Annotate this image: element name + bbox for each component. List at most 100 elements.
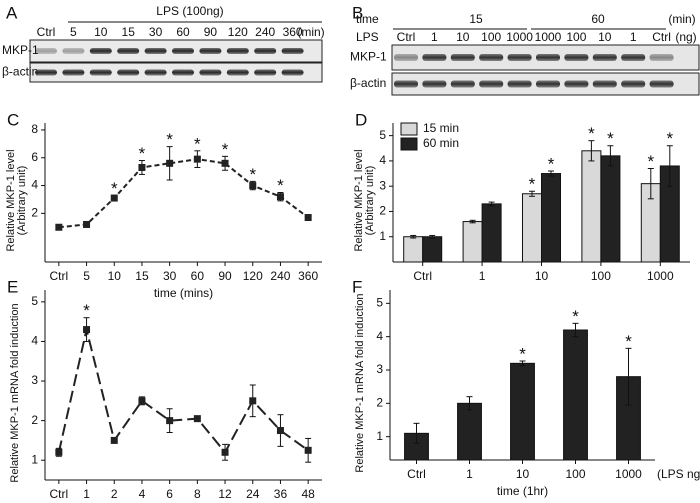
- x-tick-label: 1000: [647, 269, 674, 283]
- band: [621, 80, 646, 88]
- x-tick-label: 1: [479, 269, 486, 283]
- panel-label: D: [355, 110, 367, 129]
- band: [394, 80, 418, 88]
- time-label: time: [356, 12, 379, 26]
- unit-label: (min): [668, 12, 695, 26]
- y-tick-label: 2: [31, 206, 38, 220]
- band: [62, 48, 85, 54]
- band: [199, 48, 222, 54]
- y-tick-label: 4: [31, 178, 38, 192]
- lane-label: 90: [204, 25, 218, 39]
- y-tick-label: 1: [379, 229, 386, 243]
- time-value: 15: [469, 12, 483, 26]
- y-tick-label: 2: [379, 204, 386, 218]
- data-point: [304, 214, 312, 222]
- band: [199, 69, 222, 76]
- x-tick-label: 10: [535, 269, 549, 283]
- band: [479, 80, 504, 88]
- data-point: [276, 427, 284, 435]
- band: [281, 69, 304, 76]
- y-axis-label: (Arbitrary unit): [364, 166, 376, 236]
- significance-marker: *: [647, 152, 654, 171]
- band: [35, 69, 57, 76]
- x-tick-label: 4: [139, 487, 146, 501]
- x-tick-label: 100: [591, 269, 611, 283]
- band: [254, 69, 277, 76]
- bar: [457, 402, 482, 461]
- panel-label: E: [7, 277, 18, 296]
- bar: [581, 150, 602, 263]
- band: [564, 54, 589, 61]
- band: [172, 48, 194, 54]
- data-point: [55, 223, 63, 231]
- x-tick-label: Ctrl: [50, 269, 69, 283]
- data-point: [193, 155, 201, 163]
- band: [117, 48, 140, 54]
- row-label: MKP-1: [2, 43, 39, 57]
- band: [649, 80, 674, 88]
- panel-label: C: [7, 110, 19, 129]
- y-tick-label: 8: [31, 122, 38, 136]
- lane-label: 15: [122, 25, 136, 39]
- y-tick-label: 2: [31, 413, 38, 427]
- band: [507, 80, 532, 88]
- x-tick-label: 100: [565, 467, 585, 481]
- y-tick-label: 6: [31, 150, 38, 164]
- x-tick-label: 5: [83, 269, 90, 283]
- data-point: [110, 436, 118, 444]
- band: [226, 48, 249, 54]
- x-tick-label: 24: [246, 487, 260, 501]
- bar: [422, 236, 443, 263]
- x-tick-label: Ctrl: [50, 487, 69, 501]
- band: [35, 48, 57, 54]
- lane-label: 10: [94, 25, 108, 39]
- band: [172, 69, 194, 76]
- x-tick-label: 12: [218, 487, 232, 501]
- y-tick-label: 5: [379, 128, 386, 142]
- band: [621, 54, 646, 61]
- x-tick-label: 1: [466, 467, 473, 481]
- x-tick-label: 1000: [615, 467, 642, 481]
- legend-swatch: [400, 122, 418, 136]
- y-axis-label: Relative MKP-1 mRNA fold induction: [354, 293, 366, 472]
- panel-label: F: [352, 277, 362, 296]
- x-tick-label: 2: [111, 487, 118, 501]
- lane-label: Ctrl: [397, 30, 416, 44]
- lane-label: 1000: [506, 30, 533, 44]
- row-label: β-actin: [2, 65, 38, 79]
- bar: [521, 193, 543, 263]
- lane-label: 100: [481, 30, 501, 44]
- legend-label: 60 min: [423, 136, 459, 150]
- lane-label: 240: [255, 25, 275, 39]
- y-axis-label: Relative MKP-1 mRNA fold induction: [9, 303, 21, 482]
- y-tick-label: 1: [31, 452, 38, 466]
- lane-label: 60: [176, 25, 190, 39]
- x-axis-label: time (mins): [154, 286, 213, 300]
- row-label: MKP-1: [350, 50, 387, 64]
- data-point: [55, 448, 63, 456]
- bar: [481, 203, 502, 263]
- lane-label: 5: [70, 25, 77, 39]
- significance-marker: *: [548, 155, 555, 174]
- lane-label: 360: [283, 25, 303, 39]
- significance-marker: *: [277, 176, 284, 195]
- significance-marker: *: [588, 124, 595, 143]
- band: [450, 80, 475, 88]
- data-point: [83, 326, 91, 334]
- x-tick-label: 15: [135, 269, 149, 283]
- data-point: [166, 159, 174, 167]
- band: [450, 54, 475, 61]
- y-tick-label: 3: [31, 373, 38, 387]
- unit-label: (min): [297, 25, 324, 39]
- lane-label: Ctrl: [37, 25, 56, 39]
- treatment-label: LPS (100ng): [156, 4, 223, 18]
- band: [226, 69, 249, 76]
- y-axis-label: Relative MKP-1 level: [353, 149, 365, 251]
- x-tick-label: 6: [166, 487, 173, 501]
- x-unit-label: (LPS ng): [657, 467, 700, 481]
- significance-marker: *: [529, 175, 536, 194]
- band: [144, 48, 167, 54]
- y-tick-label: 2: [376, 396, 383, 410]
- significance-marker: *: [666, 129, 673, 148]
